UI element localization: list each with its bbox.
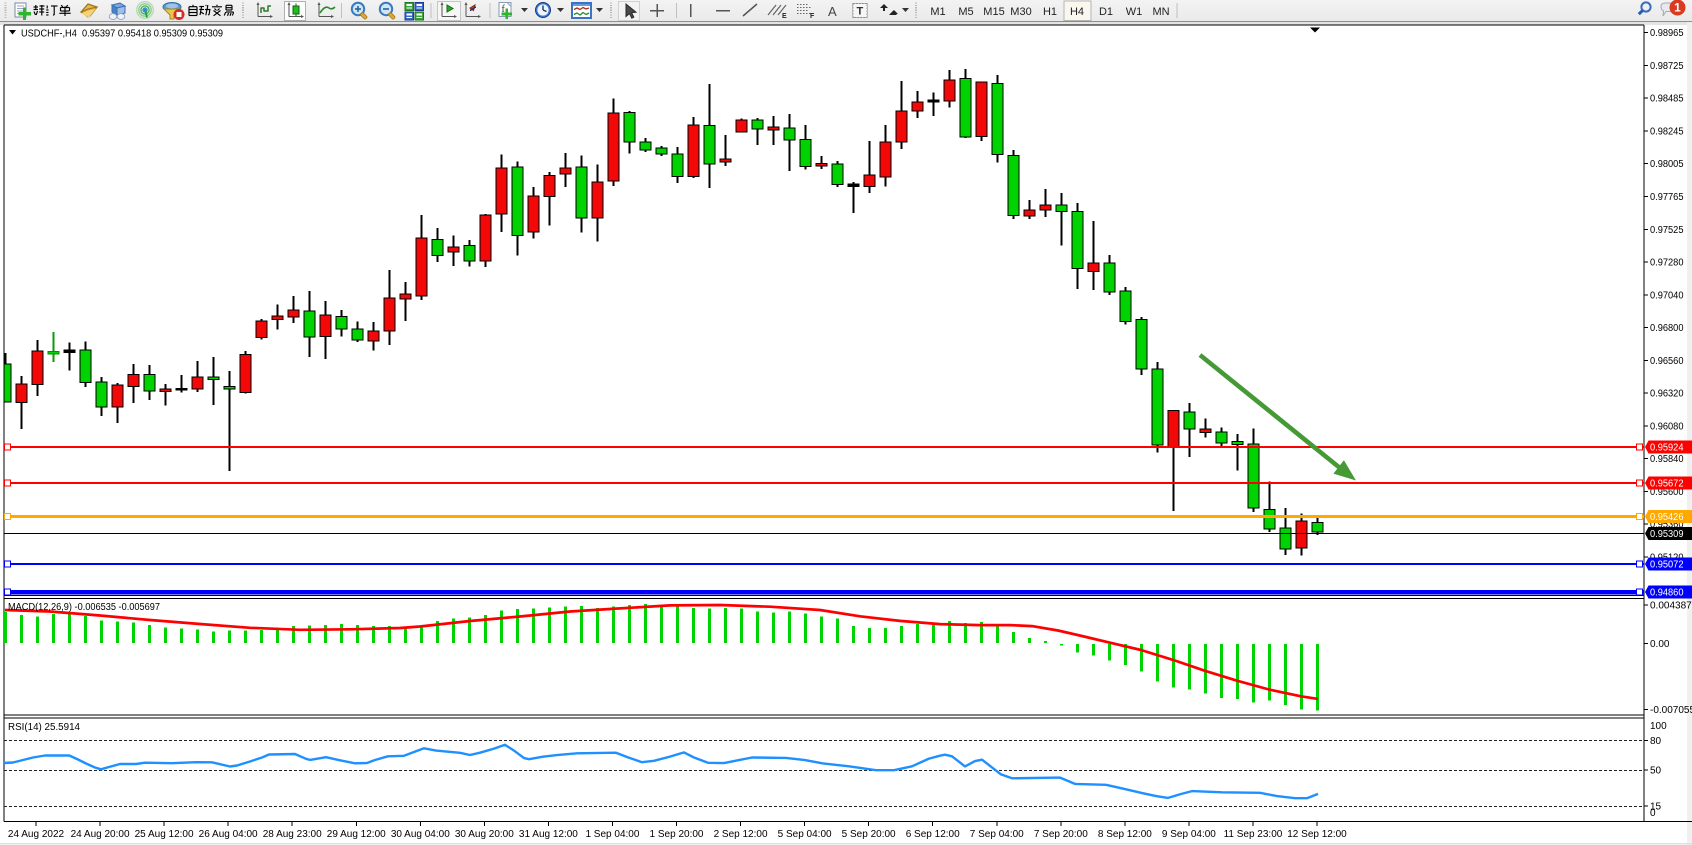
svg-text:30 Aug 20:00: 30 Aug 20:00 [455, 829, 514, 840]
svg-text:0.97765: 0.97765 [1650, 192, 1684, 203]
svg-text:M5: M5 [958, 6, 973, 18]
svg-text:7 Sep 04:00: 7 Sep 04:00 [970, 829, 1024, 840]
svg-text:0.96320: 0.96320 [1650, 389, 1684, 400]
svg-text:0.98725: 0.98725 [1650, 61, 1684, 72]
svg-text:0.98005: 0.98005 [1650, 159, 1684, 170]
svg-text:M1: M1 [930, 6, 945, 18]
svg-text:0.95924: 0.95924 [1650, 443, 1684, 454]
svg-text:7 Sep 20:00: 7 Sep 20:00 [1034, 829, 1088, 840]
svg-text:25 Aug 12:00: 25 Aug 12:00 [135, 829, 194, 840]
svg-text:12 Sep 12:00: 12 Sep 12:00 [1287, 829, 1347, 840]
svg-text:0.94860: 0.94860 [1650, 588, 1684, 599]
svg-text:26 Aug 04:00: 26 Aug 04:00 [199, 829, 258, 840]
svg-text:F: F [810, 13, 815, 20]
svg-text:31 Aug 12:00: 31 Aug 12:00 [519, 829, 578, 840]
svg-text:24 Aug 2022: 24 Aug 2022 [8, 829, 65, 840]
svg-text:H4: H4 [1070, 6, 1084, 18]
svg-text:9 Sep 04:00: 9 Sep 04:00 [1162, 829, 1216, 840]
svg-text:0.95360: 0.95360 [1650, 520, 1684, 531]
svg-text:MACD(12,26,9) -0.006535 -0.005: MACD(12,26,9) -0.006535 -0.005697 [8, 602, 160, 613]
svg-text:0.96080: 0.96080 [1650, 421, 1684, 432]
svg-text:0.96560: 0.96560 [1650, 356, 1684, 367]
svg-text:50: 50 [1650, 766, 1662, 777]
svg-text:1 Sep 20:00: 1 Sep 20:00 [650, 829, 704, 840]
svg-text:0.97040: 0.97040 [1650, 290, 1684, 301]
svg-text:24 Aug 20:00: 24 Aug 20:00 [71, 829, 130, 840]
svg-text:2 Sep 12:00: 2 Sep 12:00 [714, 829, 768, 840]
svg-text:5 Sep 20:00: 5 Sep 20:00 [842, 829, 896, 840]
svg-text:29 Aug 12:00: 29 Aug 12:00 [327, 829, 386, 840]
svg-text:RSI(14) 25.5914: RSI(14) 25.5914 [8, 722, 80, 733]
svg-text:0.95426: 0.95426 [1650, 512, 1684, 523]
svg-text:0.95072: 0.95072 [1650, 560, 1684, 571]
svg-text:0.97280: 0.97280 [1650, 258, 1684, 269]
svg-text:0.98245: 0.98245 [1650, 126, 1684, 137]
svg-text:0.98965: 0.98965 [1650, 28, 1684, 39]
svg-text:0.95600: 0.95600 [1650, 487, 1684, 498]
svg-text:M30: M30 [1010, 6, 1031, 18]
svg-text:-0.007055: -0.007055 [1650, 705, 1692, 716]
svg-text:0: 0 [1650, 808, 1656, 819]
svg-text:100: 100 [1650, 721, 1667, 732]
svg-text:M15: M15 [983, 6, 1004, 18]
svg-text:0.98485: 0.98485 [1650, 94, 1684, 105]
svg-text:8 Sep 12:00: 8 Sep 12:00 [1098, 829, 1152, 840]
svg-text:1 Sep 04:00: 1 Sep 04:00 [585, 829, 639, 840]
svg-text:D1: D1 [1099, 6, 1113, 18]
svg-text:0.95672: 0.95672 [1650, 479, 1684, 490]
svg-text:0.00: 0.00 [1650, 639, 1670, 650]
svg-text:f: f [502, 4, 506, 15]
svg-text:28 Aug 23:00: 28 Aug 23:00 [263, 829, 322, 840]
svg-text:0.97525: 0.97525 [1650, 225, 1684, 236]
svg-text:1: 1 [1674, 1, 1681, 15]
svg-text:15: 15 [1650, 802, 1662, 813]
svg-text:0.95840: 0.95840 [1650, 454, 1684, 465]
svg-text:USDCHF-,H4 0.95397 0.95418 0.: USDCHF-,H4 0.95397 0.95418 0.95309 0.953… [21, 28, 223, 40]
svg-text:5 Sep 04:00: 5 Sep 04:00 [778, 829, 832, 840]
svg-text:0.95309: 0.95309 [1650, 529, 1684, 540]
svg-text:E: E [782, 13, 787, 20]
svg-text:6 Sep 12:00: 6 Sep 12:00 [906, 829, 960, 840]
svg-text:30 Aug 04:00: 30 Aug 04:00 [391, 829, 450, 840]
svg-text:A: A [828, 4, 837, 19]
svg-text:T: T [857, 6, 864, 18]
svg-text:W1: W1 [1126, 6, 1143, 18]
svg-text:11 Sep 23:00: 11 Sep 23:00 [1224, 829, 1283, 840]
svg-text:H1: H1 [1043, 6, 1057, 18]
svg-text:0.96800: 0.96800 [1650, 323, 1684, 334]
svg-text:80: 80 [1650, 736, 1662, 747]
svg-text:0.004387: 0.004387 [1650, 601, 1692, 612]
svg-text:MN: MN [1152, 6, 1169, 18]
